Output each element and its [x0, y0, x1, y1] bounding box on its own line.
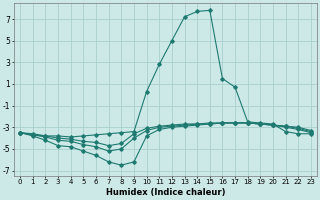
X-axis label: Humidex (Indice chaleur): Humidex (Indice chaleur)	[106, 188, 225, 197]
